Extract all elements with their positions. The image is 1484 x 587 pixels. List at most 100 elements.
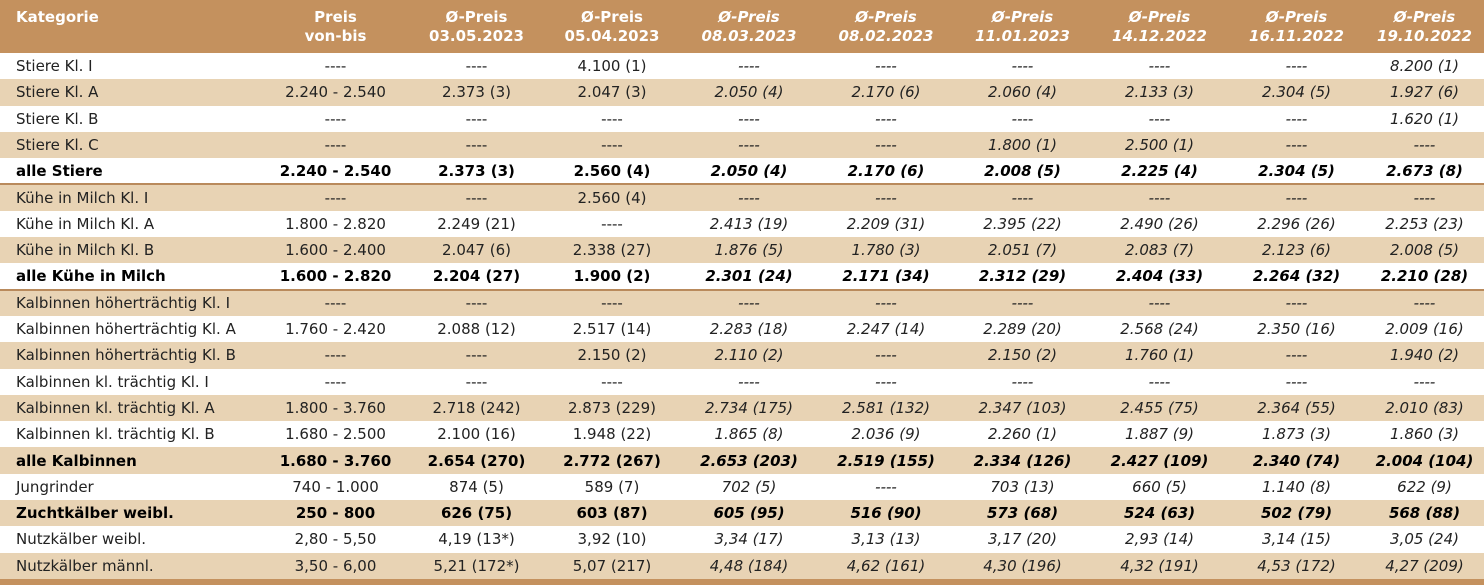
avg-price-cell: ----: [875, 57, 897, 76]
avg-price-cell: ----: [875, 477, 897, 496]
avg-price-cell: 568 (88): [1388, 504, 1461, 523]
header-preis-von-bis: Preis von-bis: [304, 7, 367, 45]
avg-price-cell: 4,62 (161): [846, 556, 926, 575]
avg-price-cell: 2.008 (5): [954, 158, 1091, 186]
row-category: Zuchtkälber weibl.: [16, 504, 174, 523]
avg-price-cell: ----: [875, 372, 897, 391]
price-range-cell: 740 - 1.000: [292, 477, 379, 496]
avg-price-cell: 660 (5): [1132, 477, 1187, 496]
avg-price-cell: ----: [465, 372, 488, 391]
avg-price-cell: 2.395 (22): [983, 214, 1062, 233]
table-row: alle Kühe in Milch 1.600 - 2.820 2.204 (27…: [0, 263, 1484, 291]
avg-price-cell: 2.083 (7): [1125, 241, 1194, 260]
avg-price-cell: 2.334 (126): [973, 451, 1072, 470]
avg-price-cell: 1.800 (1): [988, 136, 1057, 155]
avg-price-cell: ----: [1011, 109, 1034, 128]
avg-price-cell: 2.455 (75): [1120, 399, 1199, 417]
row-category: Kalbinnen kl. trächtig Kl. A: [16, 399, 215, 417]
avg-price-cell: 2.051 (7): [988, 241, 1057, 260]
avg-price-cell: 2.171 (34): [818, 263, 954, 291]
table-row: Kalbinnen kl. trächtig Kl. I ---- ---- ----…: [0, 368, 1484, 395]
avg-price-cell: 2.253 (23): [1385, 214, 1464, 233]
avg-price-cell: 1.620 (1): [1390, 109, 1459, 128]
price-range-cell: 2,80 - 5,50: [294, 530, 377, 549]
table-row: alle Stiere 2.240 - 2.540 2.373 (3) 2.560 (…: [0, 158, 1484, 186]
avg-price-cell: 2.517 (14): [572, 320, 652, 339]
avg-price-cell: 1.140 (8): [1262, 477, 1331, 496]
avg-price-cell: 2.088 (12): [437, 320, 516, 339]
price-range-cell: ----: [324, 294, 347, 313]
avg-price-cell: 2.047 (6): [442, 241, 511, 260]
avg-price-cell: 1.865 (8): [714, 425, 784, 444]
avg-price-cell: ----: [601, 136, 623, 155]
row-category: Kalbinnen höherträchtig Kl. B: [16, 346, 236, 365]
price-range-cell: ----: [324, 346, 347, 365]
row-category: Stiere Kl. B: [16, 109, 99, 128]
avg-price-cell: 502 (79): [1260, 504, 1333, 523]
avg-price-cell: 2.338 (27): [572, 241, 652, 260]
row-category: Nutzkälber weibl.: [16, 530, 147, 549]
avg-price-cell: 2.296 (26): [1257, 214, 1336, 233]
price-range-cell: 1.680 - 2.500: [285, 425, 386, 444]
avg-price-cell: ----: [1011, 294, 1034, 313]
avg-price-cell: 603 (87): [576, 504, 648, 523]
table-row: Kühe in Milch Kl. I ---- ---- 2.560 (4) ----…: [0, 184, 1484, 211]
price-range-cell: 2.240 - 2.540: [285, 83, 386, 102]
avg-price-cell: 2.347 (103): [978, 399, 1067, 417]
avg-price-cell: 2.304 (5): [1228, 158, 1365, 186]
avg-price-cell: ----: [1285, 57, 1308, 76]
price-range-cell: 1.600 - 2.400: [285, 241, 386, 260]
avg-price-cell: ----: [465, 189, 488, 208]
price-range-cell: ----: [324, 372, 347, 391]
footer-band: [0, 578, 1484, 585]
avg-price-cell: 3,13 (13): [851, 530, 921, 549]
row-category: Kalbinnen höherträchtig Kl. A: [16, 320, 236, 339]
avg-price-cell: 2.413 (19): [709, 214, 789, 233]
avg-price-cell: 1.760 (1): [1125, 346, 1194, 365]
avg-price-cell: 1.940 (2): [1390, 346, 1459, 365]
avg-price-cell: ----: [601, 372, 623, 391]
avg-price-cell: ----: [738, 136, 760, 155]
header-date-col: Ø-Preis 16.11.2022: [1249, 7, 1344, 45]
table-row: Jungrinder 740 - 1.000 874 (5) 589 (7) 702 (…: [0, 473, 1484, 501]
row-category: Kalbinnen kl. trächtig Kl. B: [16, 425, 215, 444]
avg-price-cell: 4,53 (172): [1257, 556, 1336, 575]
avg-price-cell: 2.110 (2): [714, 346, 784, 365]
avg-price-cell: 3,92 (10): [577, 530, 647, 549]
table-row: Stiere Kl. A 2.240 - 2.540 2.373 (3) 2.047 …: [0, 79, 1484, 106]
avg-price-cell: ----: [875, 294, 897, 313]
avg-price-cell: ----: [1011, 189, 1034, 208]
avg-price-cell: 3,17 (20): [988, 530, 1057, 549]
avg-price-cell: 2.100 (16): [437, 425, 516, 444]
avg-price-cell: 2.204 (27): [409, 263, 544, 291]
avg-price-cell: 2.673 (8): [1365, 158, 1484, 186]
avg-price-cell: 516 (90): [850, 504, 922, 523]
price-range-cell: ----: [324, 57, 347, 76]
avg-price-cell: 2.050 (4): [714, 83, 784, 102]
avg-price-cell: ----: [465, 57, 488, 76]
avg-price-cell: 2.260 (1): [988, 425, 1057, 444]
avg-price-cell: 2.772 (267): [563, 451, 661, 470]
avg-price-cell: 2.364 (55): [1257, 399, 1336, 417]
table-header-row: Kategorie Preis von-bis Ø-Preis 03.05.2023…: [0, 0, 1484, 53]
row-category: Jungrinder: [16, 477, 94, 496]
avg-price-cell: ----: [1285, 136, 1308, 155]
table-row: Kalbinnen höherträchtig Kl. A 1.760 - 2.4…: [0, 315, 1484, 343]
avg-price-cell: ----: [738, 189, 760, 208]
avg-price-cell: 2.133 (3): [1125, 83, 1194, 102]
header-date-col: Ø-Preis 03.05.2023: [429, 7, 524, 45]
header-date-col: Ø-Preis 19.10.2022: [1377, 7, 1472, 45]
avg-price-cell: 874 (5): [449, 477, 504, 496]
table-row: Stiere Kl. I ---- ---- 4.100 (1) ---- ---- ---…: [0, 53, 1484, 80]
header-kategorie: Kategorie: [16, 8, 99, 26]
avg-price-cell: 2.350 (16): [1257, 320, 1336, 339]
table-row: Nutzkälber weibl. 2,80 - 5,50 4,19 (13*) 3,…: [0, 526, 1484, 553]
avg-price-cell: 622 (9): [1397, 477, 1452, 496]
avg-price-cell: 524 (63): [1123, 504, 1196, 523]
avg-price-cell: 2.060 (4): [988, 83, 1057, 102]
row-category: Kühe in Milch Kl. I: [16, 189, 149, 208]
avg-price-cell: ----: [1011, 372, 1034, 391]
avg-price-cell: ----: [1148, 109, 1171, 128]
avg-price-cell: ----: [601, 294, 623, 313]
